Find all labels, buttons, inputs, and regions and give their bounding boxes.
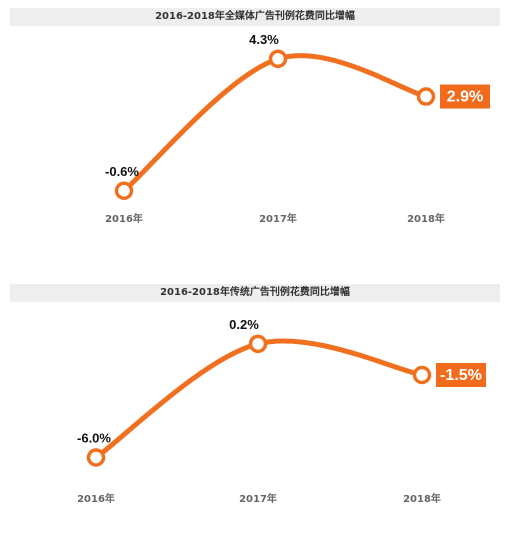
- data-label: -0.6%: [105, 164, 139, 179]
- x-tick-label: 2018年: [407, 212, 445, 225]
- x-tick-label: 2016年: [77, 492, 115, 505]
- highlight-label-box: [436, 363, 486, 387]
- data-label: -6.0%: [77, 431, 111, 446]
- data-point: [416, 87, 436, 106]
- chart-panel-media-total: 2016-2018年全媒体广告刊例花费同比增幅 -0.6% 2016年 4.3% 20…: [0, 0, 528, 260]
- data-point: [268, 49, 288, 69]
- data-label-highlight: 2.9%: [447, 89, 483, 106]
- x-tick-label: 2017年: [259, 212, 297, 225]
- line-chart-traditional: -6.0% 2016年 0.2% 2017年 -1.5% 2018年: [77, 317, 486, 505]
- data-point: [86, 448, 106, 467]
- data-label-highlight: -1.5%: [440, 367, 482, 384]
- data-point: [412, 365, 432, 385]
- data-point: [248, 334, 268, 354]
- x-tick-label: 2016年: [105, 212, 143, 225]
- chart-panel-traditional: 2016-2018年传统广告刊例花费同比增幅 -6.0% 2016年 0.2% 201…: [0, 280, 528, 542]
- data-point: [114, 181, 134, 201]
- line-chart-media-total: -0.6% 2016年 4.3% 2017年 2.9% 2018年: [105, 32, 490, 225]
- x-tick-label: 2018年: [403, 492, 441, 505]
- chart-title: 2016-2018年传统广告刊例花费同比增幅: [10, 284, 500, 302]
- x-tick-label: 2017年: [239, 492, 277, 505]
- series-line: [121, 53, 429, 194]
- data-label: 0.2%: [229, 317, 259, 332]
- highlight-label-box: [440, 84, 490, 109]
- chart-title: 2016-2018年全媒体广告刊例花费同比增幅: [10, 8, 500, 26]
- series-line: [93, 338, 425, 460]
- data-label: 4.3%: [249, 32, 279, 47]
